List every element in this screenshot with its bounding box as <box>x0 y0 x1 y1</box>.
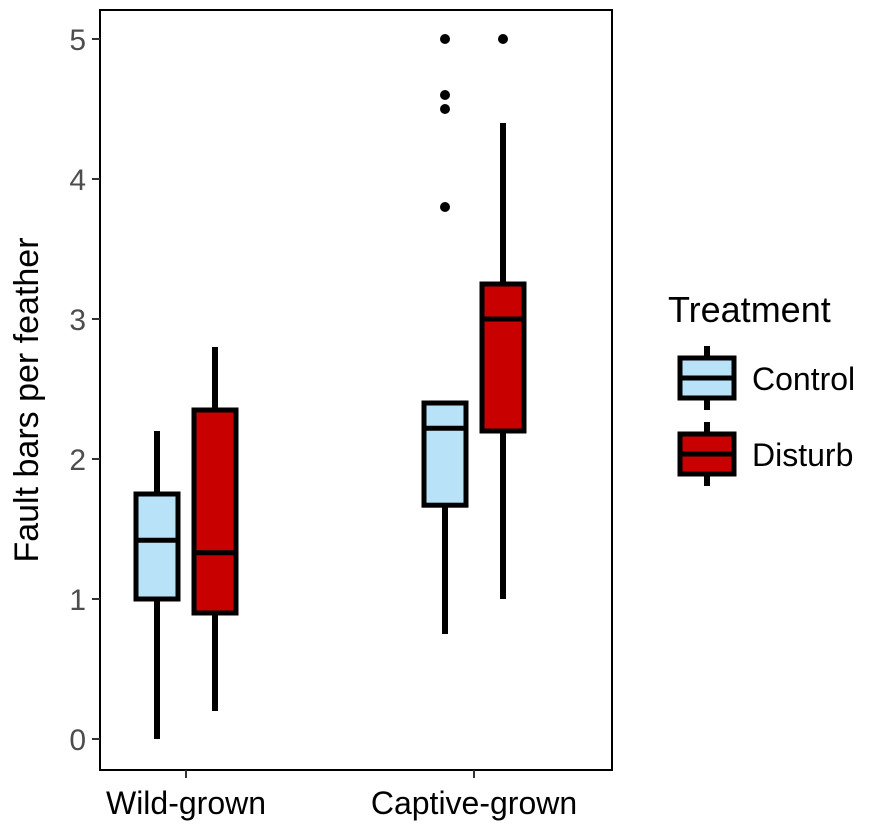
y-tick-label-0: 0 <box>69 724 86 757</box>
y-axis-title: Fault bars per feather <box>8 237 46 562</box>
legend-label-control: Control <box>752 361 855 397</box>
legend-label-disturb: Disturb <box>752 437 853 473</box>
outlier-control-captive-grown-3 <box>440 34 450 44</box>
outlier-control-captive-grown-2 <box>440 90 450 100</box>
y-tick-label-4: 4 <box>69 164 86 197</box>
y-tick-label-3: 3 <box>69 304 86 337</box>
legend: Treatment Control Disturb <box>668 289 855 486</box>
box-control-captive-grown <box>421 400 469 508</box>
plot-area: 0 1 2 3 4 5 <box>69 9 613 778</box>
plot-panel-border <box>99 9 613 771</box>
legend-title: Treatment <box>668 289 831 330</box>
box-control-wild-grown <box>133 491 181 602</box>
box-disturb-captive-grown <box>479 281 527 434</box>
outlier-control-captive-grown-0 <box>440 202 450 212</box>
legend-key-control <box>677 346 737 410</box>
y-tick-label-1: 1 <box>69 584 86 617</box>
outlier-disturb-captive-grown-0 <box>498 34 508 44</box>
box-disturb-wild-grown <box>191 407 239 616</box>
y-tick-label-5: 5 <box>69 24 86 57</box>
y-tick-label-2: 2 <box>69 444 86 477</box>
x-tick-label-wild-grown: Wild-grown <box>106 785 266 821</box>
legend-key-disturb <box>677 422 737 486</box>
x-tick-label-captive-grown: Captive-grown <box>371 785 577 821</box>
outlier-control-captive-grown-1 <box>440 104 450 114</box>
